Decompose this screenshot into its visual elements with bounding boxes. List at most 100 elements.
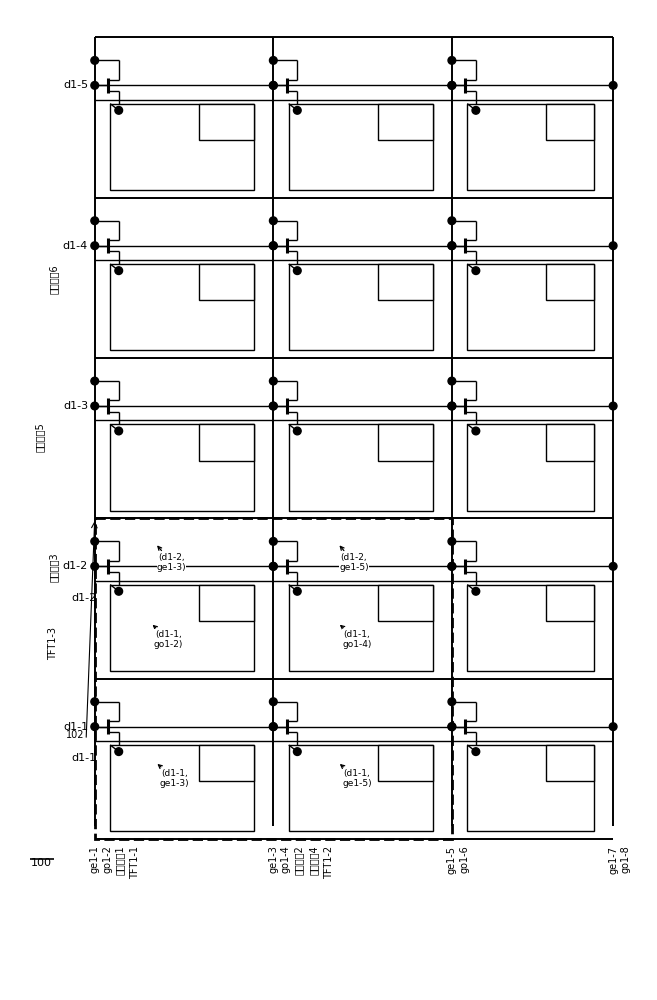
Circle shape	[609, 242, 617, 250]
Circle shape	[448, 377, 456, 385]
Bar	[199, 424, 254, 461]
Circle shape	[269, 242, 277, 250]
Text: d1-2: d1-2	[63, 561, 88, 571]
Bar	[288, 264, 433, 350]
Circle shape	[269, 402, 277, 410]
Circle shape	[91, 377, 99, 385]
Text: TFT1-3: TFT1-3	[49, 628, 58, 660]
Bar	[95, 518, 452, 839]
Text: d1-3: d1-3	[63, 401, 88, 411]
Text: (d1-1,
ge1-3): (d1-1, ge1-3)	[158, 765, 189, 788]
Bar	[110, 424, 254, 511]
Circle shape	[91, 242, 99, 250]
Circle shape	[472, 748, 480, 755]
Circle shape	[448, 402, 456, 410]
Circle shape	[115, 267, 123, 274]
Circle shape	[91, 402, 99, 410]
Circle shape	[448, 698, 456, 706]
Circle shape	[91, 82, 99, 89]
Text: (d1-2,
ge1-3): (d1-2, ge1-3)	[157, 546, 187, 572]
Circle shape	[91, 698, 99, 706]
Circle shape	[448, 562, 456, 570]
Bar	[467, 104, 594, 190]
Circle shape	[448, 723, 456, 730]
Text: (d1-1,
ge1-5): (d1-1, ge1-5)	[341, 765, 372, 788]
Circle shape	[448, 242, 456, 250]
Text: go1-8: go1-8	[621, 846, 631, 873]
Text: ge1-5: ge1-5	[447, 846, 457, 874]
Text: ge1-3: ge1-3	[268, 846, 279, 873]
Circle shape	[269, 723, 277, 730]
Bar	[378, 585, 433, 621]
Bar	[546, 264, 594, 300]
Bar	[467, 745, 594, 831]
Circle shape	[269, 698, 277, 706]
Circle shape	[269, 562, 277, 570]
Bar	[546, 424, 594, 461]
Bar	[110, 585, 254, 671]
Circle shape	[448, 402, 456, 410]
Circle shape	[294, 748, 301, 755]
Bar	[288, 745, 433, 831]
Circle shape	[269, 723, 277, 730]
Circle shape	[91, 562, 99, 570]
Bar	[546, 585, 594, 621]
Text: d1-1: d1-1	[72, 753, 97, 763]
Text: 像素电极6: 像素电极6	[49, 264, 58, 294]
Circle shape	[269, 57, 277, 64]
Text: 像素电极3: 像素电极3	[49, 552, 58, 582]
Circle shape	[448, 723, 456, 730]
Bar	[378, 424, 433, 461]
Circle shape	[269, 538, 277, 545]
Circle shape	[294, 267, 301, 274]
Bar	[378, 264, 433, 300]
Bar	[467, 585, 594, 671]
Circle shape	[91, 57, 99, 64]
Bar	[199, 585, 254, 621]
Bar	[546, 745, 594, 781]
Circle shape	[269, 242, 277, 250]
Circle shape	[448, 82, 456, 89]
Circle shape	[91, 538, 99, 545]
Bar	[288, 104, 433, 190]
Circle shape	[269, 402, 277, 410]
Circle shape	[472, 267, 480, 274]
Circle shape	[294, 106, 301, 114]
Text: go1-4: go1-4	[281, 846, 291, 873]
Text: 100: 100	[30, 858, 51, 868]
Bar	[199, 104, 254, 140]
Circle shape	[115, 587, 123, 595]
Text: d1-4: d1-4	[63, 241, 88, 251]
Text: (d1-2,
ge1-5): (d1-2, ge1-5)	[339, 546, 369, 572]
Circle shape	[91, 723, 99, 730]
Circle shape	[269, 562, 277, 570]
Bar	[199, 264, 254, 300]
Circle shape	[609, 82, 617, 89]
Text: d1-1: d1-1	[63, 722, 88, 732]
Circle shape	[269, 377, 277, 385]
Bar	[110, 745, 254, 831]
Circle shape	[115, 106, 123, 114]
Circle shape	[472, 106, 480, 114]
Text: 像素电极4: 像素电极4	[309, 846, 319, 875]
Circle shape	[115, 427, 123, 435]
Bar	[288, 424, 433, 511]
Text: 102: 102	[66, 730, 84, 740]
Text: 像素电极1: 像素电极1	[115, 846, 125, 875]
Text: TFT1-1: TFT1-1	[130, 846, 140, 879]
Text: go1-2: go1-2	[102, 846, 112, 873]
Circle shape	[472, 587, 480, 595]
Circle shape	[448, 82, 456, 89]
Text: (d1-1,
go1-4): (d1-1, go1-4)	[341, 626, 371, 649]
Bar	[378, 104, 433, 140]
Circle shape	[609, 562, 617, 570]
Circle shape	[448, 562, 456, 570]
Text: 像素电极2: 像素电极2	[293, 846, 304, 875]
Text: ge1-1: ge1-1	[90, 846, 100, 873]
Circle shape	[448, 57, 456, 64]
Text: go1-6: go1-6	[459, 846, 469, 873]
Text: d1-5: d1-5	[63, 80, 88, 90]
Circle shape	[294, 427, 301, 435]
Bar	[546, 104, 594, 140]
Circle shape	[269, 82, 277, 89]
